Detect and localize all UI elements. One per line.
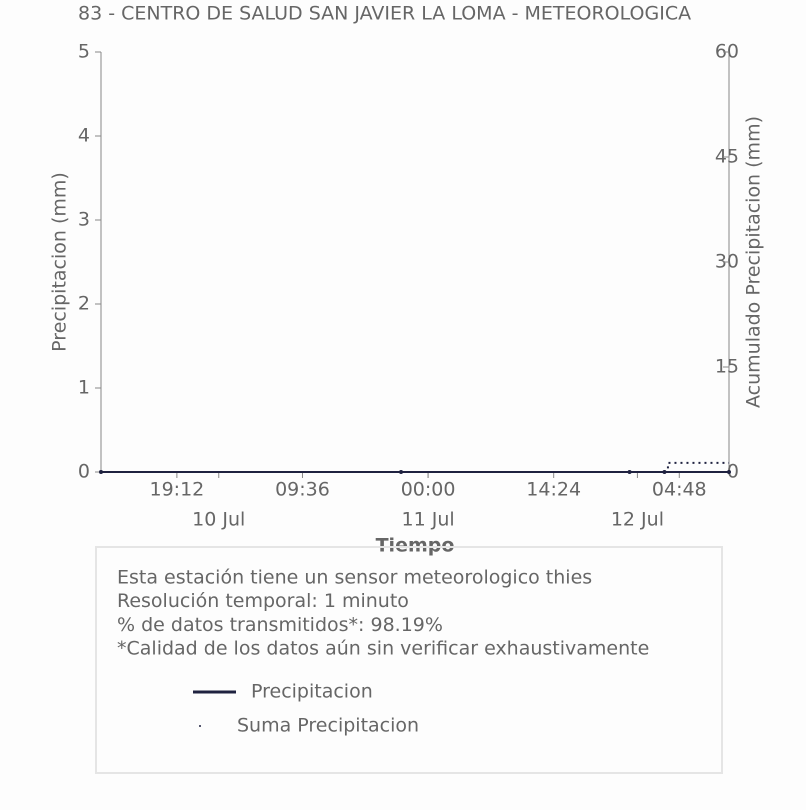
legend-box (95, 546, 723, 774)
chart-title: 83 - CENTRO DE SALUD SAN JAVIER LA LOMA … (78, 3, 691, 25)
y-tick-label: 1 (78, 377, 90, 399)
point (99, 470, 103, 474)
x-date-label: 10 Jul (192, 509, 245, 531)
info-line: Esta estación tiene un sensor meteorolog… (117, 567, 592, 589)
x-date-label: 11 Jul (402, 509, 455, 531)
y2-tick-label: 0 (727, 461, 739, 483)
legend-label: Precipitacion (251, 681, 373, 703)
y-tick-label: 2 (78, 293, 90, 315)
legend-marker (199, 725, 201, 727)
x-tick-label: 14:24 (526, 479, 581, 501)
info-line: % de datos transmitidos*: 98.19% (117, 614, 443, 636)
y-tick-label: 5 (78, 41, 90, 63)
y-tick-label: 3 (78, 209, 90, 231)
x-tick-label: 04:48 (652, 479, 707, 501)
y2-axis-label: Acumulado Precipitacion (mm) (743, 116, 765, 408)
point (662, 470, 667, 474)
x-date-label: 12 Jul (611, 509, 664, 531)
y-axis-label: Precipitacion (mm) (49, 172, 71, 352)
info-line: *Calidad de los datos aún sin verificar … (117, 638, 649, 660)
point (399, 470, 404, 474)
y-tick-label: 4 (78, 125, 90, 147)
legend-label: Suma Precipitacion (237, 715, 419, 737)
info-line: Resolución temporal: 1 minuto (117, 590, 409, 612)
x-tick-label: 09:36 (275, 479, 330, 501)
series-line (629, 461, 729, 473)
x-tick-label: 00:00 (401, 479, 456, 501)
y-tick-label: 0 (78, 461, 90, 483)
x-axis-label: Tiempo (376, 535, 455, 557)
x-tick-label: 19:12 (150, 479, 205, 501)
point (727, 470, 731, 474)
